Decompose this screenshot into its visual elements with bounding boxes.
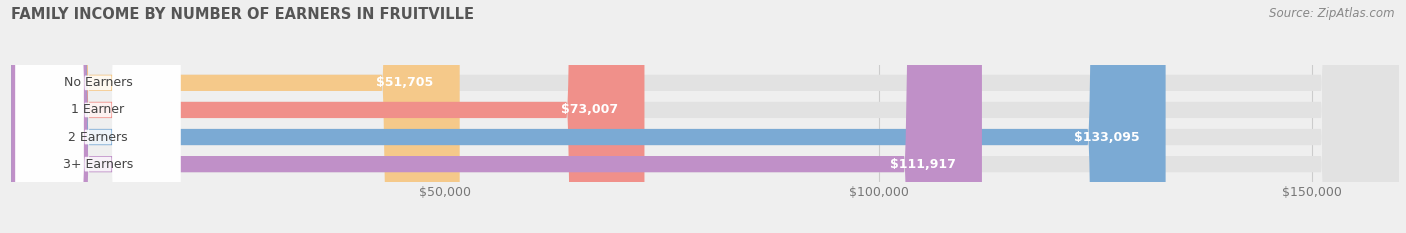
FancyBboxPatch shape: [11, 0, 644, 233]
Text: 1 Earner: 1 Earner: [72, 103, 125, 116]
FancyBboxPatch shape: [11, 0, 1399, 233]
FancyBboxPatch shape: [11, 0, 1166, 233]
Text: $111,917: $111,917: [890, 158, 956, 171]
Text: No Earners: No Earners: [63, 76, 132, 89]
Text: FAMILY INCOME BY NUMBER OF EARNERS IN FRUITVILLE: FAMILY INCOME BY NUMBER OF EARNERS IN FR…: [11, 7, 474, 22]
FancyBboxPatch shape: [11, 0, 460, 233]
FancyBboxPatch shape: [11, 0, 981, 233]
Text: $73,007: $73,007: [561, 103, 619, 116]
Text: 2 Earners: 2 Earners: [67, 130, 128, 144]
Text: $133,095: $133,095: [1074, 130, 1140, 144]
FancyBboxPatch shape: [11, 0, 1399, 233]
Text: $51,705: $51,705: [377, 76, 433, 89]
FancyBboxPatch shape: [15, 0, 180, 233]
FancyBboxPatch shape: [15, 0, 180, 233]
Text: 3+ Earners: 3+ Earners: [63, 158, 134, 171]
FancyBboxPatch shape: [15, 0, 180, 233]
FancyBboxPatch shape: [11, 0, 1399, 233]
FancyBboxPatch shape: [15, 0, 180, 233]
Text: Source: ZipAtlas.com: Source: ZipAtlas.com: [1270, 7, 1395, 20]
FancyBboxPatch shape: [11, 0, 1399, 233]
